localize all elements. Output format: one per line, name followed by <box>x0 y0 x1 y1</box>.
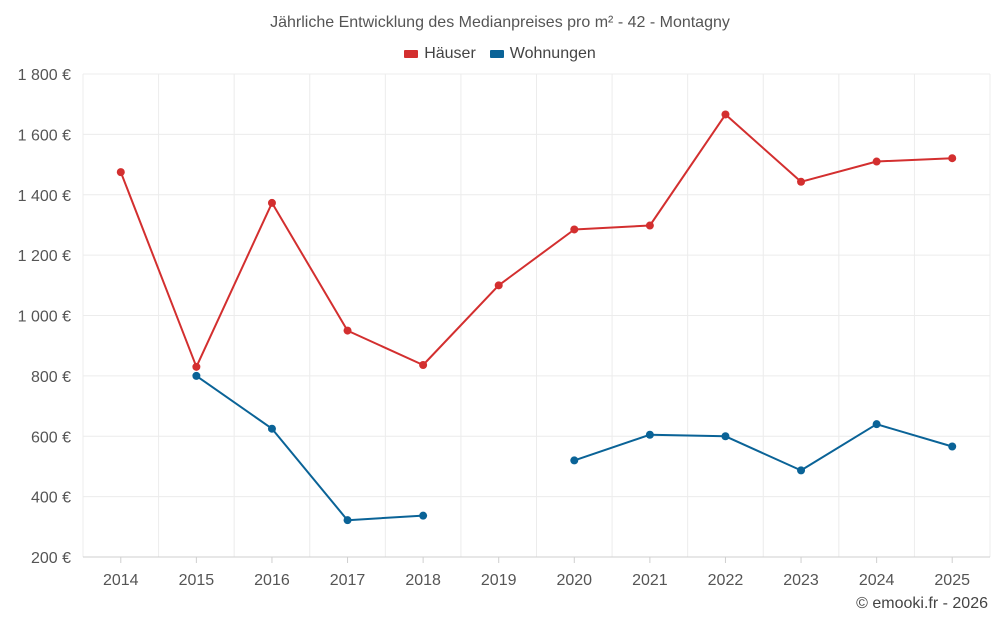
data-point-haeuser <box>645 221 654 230</box>
x-tick-label: 2021 <box>632 572 668 589</box>
y-tick-label: 1 000 € <box>18 309 71 326</box>
data-point-haeuser <box>192 362 201 371</box>
y-tick-label: 1 800 € <box>18 67 71 84</box>
data-point-wohnungen <box>645 430 654 439</box>
y-tick-label: 800 € <box>31 369 71 386</box>
x-tick-label: 2025 <box>934 572 970 589</box>
y-tick-label: 1 400 € <box>18 188 71 205</box>
data-point-wohnungen <box>797 466 806 475</box>
x-tick-label: 2017 <box>330 572 366 589</box>
data-point-haeuser <box>948 154 957 163</box>
legend: Häuser Wohnungen <box>0 45 1000 63</box>
data-point-wohnungen <box>570 456 579 465</box>
data-point-haeuser <box>116 168 125 177</box>
data-point-haeuser <box>872 157 881 166</box>
data-point-haeuser <box>267 198 276 207</box>
legend-item-haeuser[interactable]: Häuser <box>404 45 476 63</box>
legend-label-haeuser: Häuser <box>424 45 476 62</box>
data-point-haeuser <box>721 110 730 119</box>
chart-title: Jährliche Entwicklung des Medianpreises … <box>270 14 730 31</box>
x-tick-label: 2023 <box>783 572 819 589</box>
series-line-wohnungen <box>195 375 424 522</box>
series-line-wohnungen <box>573 423 953 472</box>
legend-label-wohnungen: Wohnungen <box>509 45 596 62</box>
data-point-haeuser <box>343 326 352 335</box>
x-tick-label: 2014 <box>103 572 139 589</box>
data-point-wohnungen <box>192 371 201 380</box>
legend-swatch-haeuser <box>404 50 419 58</box>
data-point-haeuser <box>419 361 428 370</box>
data-point-haeuser <box>797 177 806 186</box>
x-tick-label: 2016 <box>254 572 290 589</box>
data-point-wohnungen <box>267 424 276 433</box>
x-tick-label: 2018 <box>405 572 441 589</box>
x-tick-label: 2015 <box>179 572 215 589</box>
series-line-haeuser <box>119 113 953 368</box>
y-tick-label: 600 € <box>31 429 71 446</box>
data-point-haeuser <box>570 225 579 234</box>
data-point-wohnungen <box>872 420 881 429</box>
legend-swatch-wohnungen <box>489 50 504 58</box>
legend-item-wohnungen[interactable]: Wohnungen <box>489 45 596 63</box>
y-tick-label: 400 € <box>31 490 71 507</box>
y-tick-label: 200 € <box>31 550 71 567</box>
y-tick-label: 1 200 € <box>18 248 71 265</box>
x-tick-label: 2024 <box>859 572 895 589</box>
data-point-wohnungen <box>948 442 957 451</box>
x-tick-label: 2020 <box>556 572 592 589</box>
data-point-wohnungen <box>343 516 352 525</box>
credit-text: © emooki.fr - 2026 <box>856 595 988 612</box>
data-point-haeuser <box>494 281 503 290</box>
x-tick-label: 2022 <box>708 572 744 589</box>
x-tick-label: 2019 <box>481 572 517 589</box>
y-tick-label: 1 600 € <box>18 127 71 144</box>
data-point-wohnungen <box>419 511 428 520</box>
data-point-wohnungen <box>721 432 730 441</box>
